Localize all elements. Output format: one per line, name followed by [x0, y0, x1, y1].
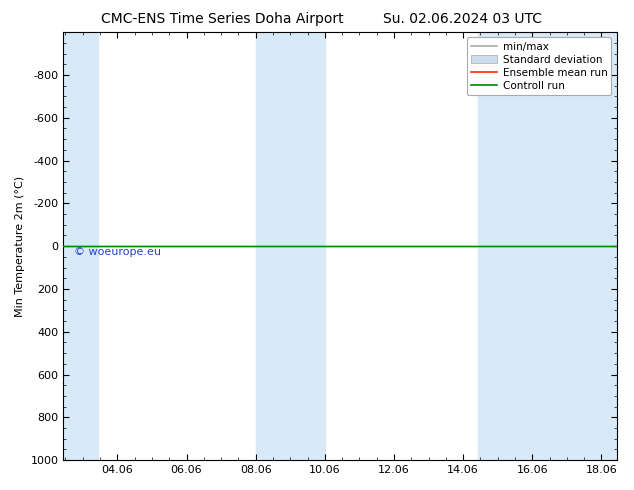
Bar: [63, 32, 98, 460]
Y-axis label: Min Temperature 2m (°C): Min Temperature 2m (°C): [15, 175, 25, 317]
Legend: min/max, Standard deviation, Ensemble mean run, Controll run: min/max, Standard deviation, Ensemble me…: [467, 37, 611, 95]
Text: Su. 02.06.2024 03 UTC: Su. 02.06.2024 03 UTC: [384, 12, 542, 26]
Text: CMC-ENS Time Series Doha Airport: CMC-ENS Time Series Doha Airport: [101, 12, 343, 26]
Bar: [256, 32, 325, 460]
Bar: [478, 32, 617, 460]
Text: © woeurope.eu: © woeurope.eu: [74, 247, 162, 257]
